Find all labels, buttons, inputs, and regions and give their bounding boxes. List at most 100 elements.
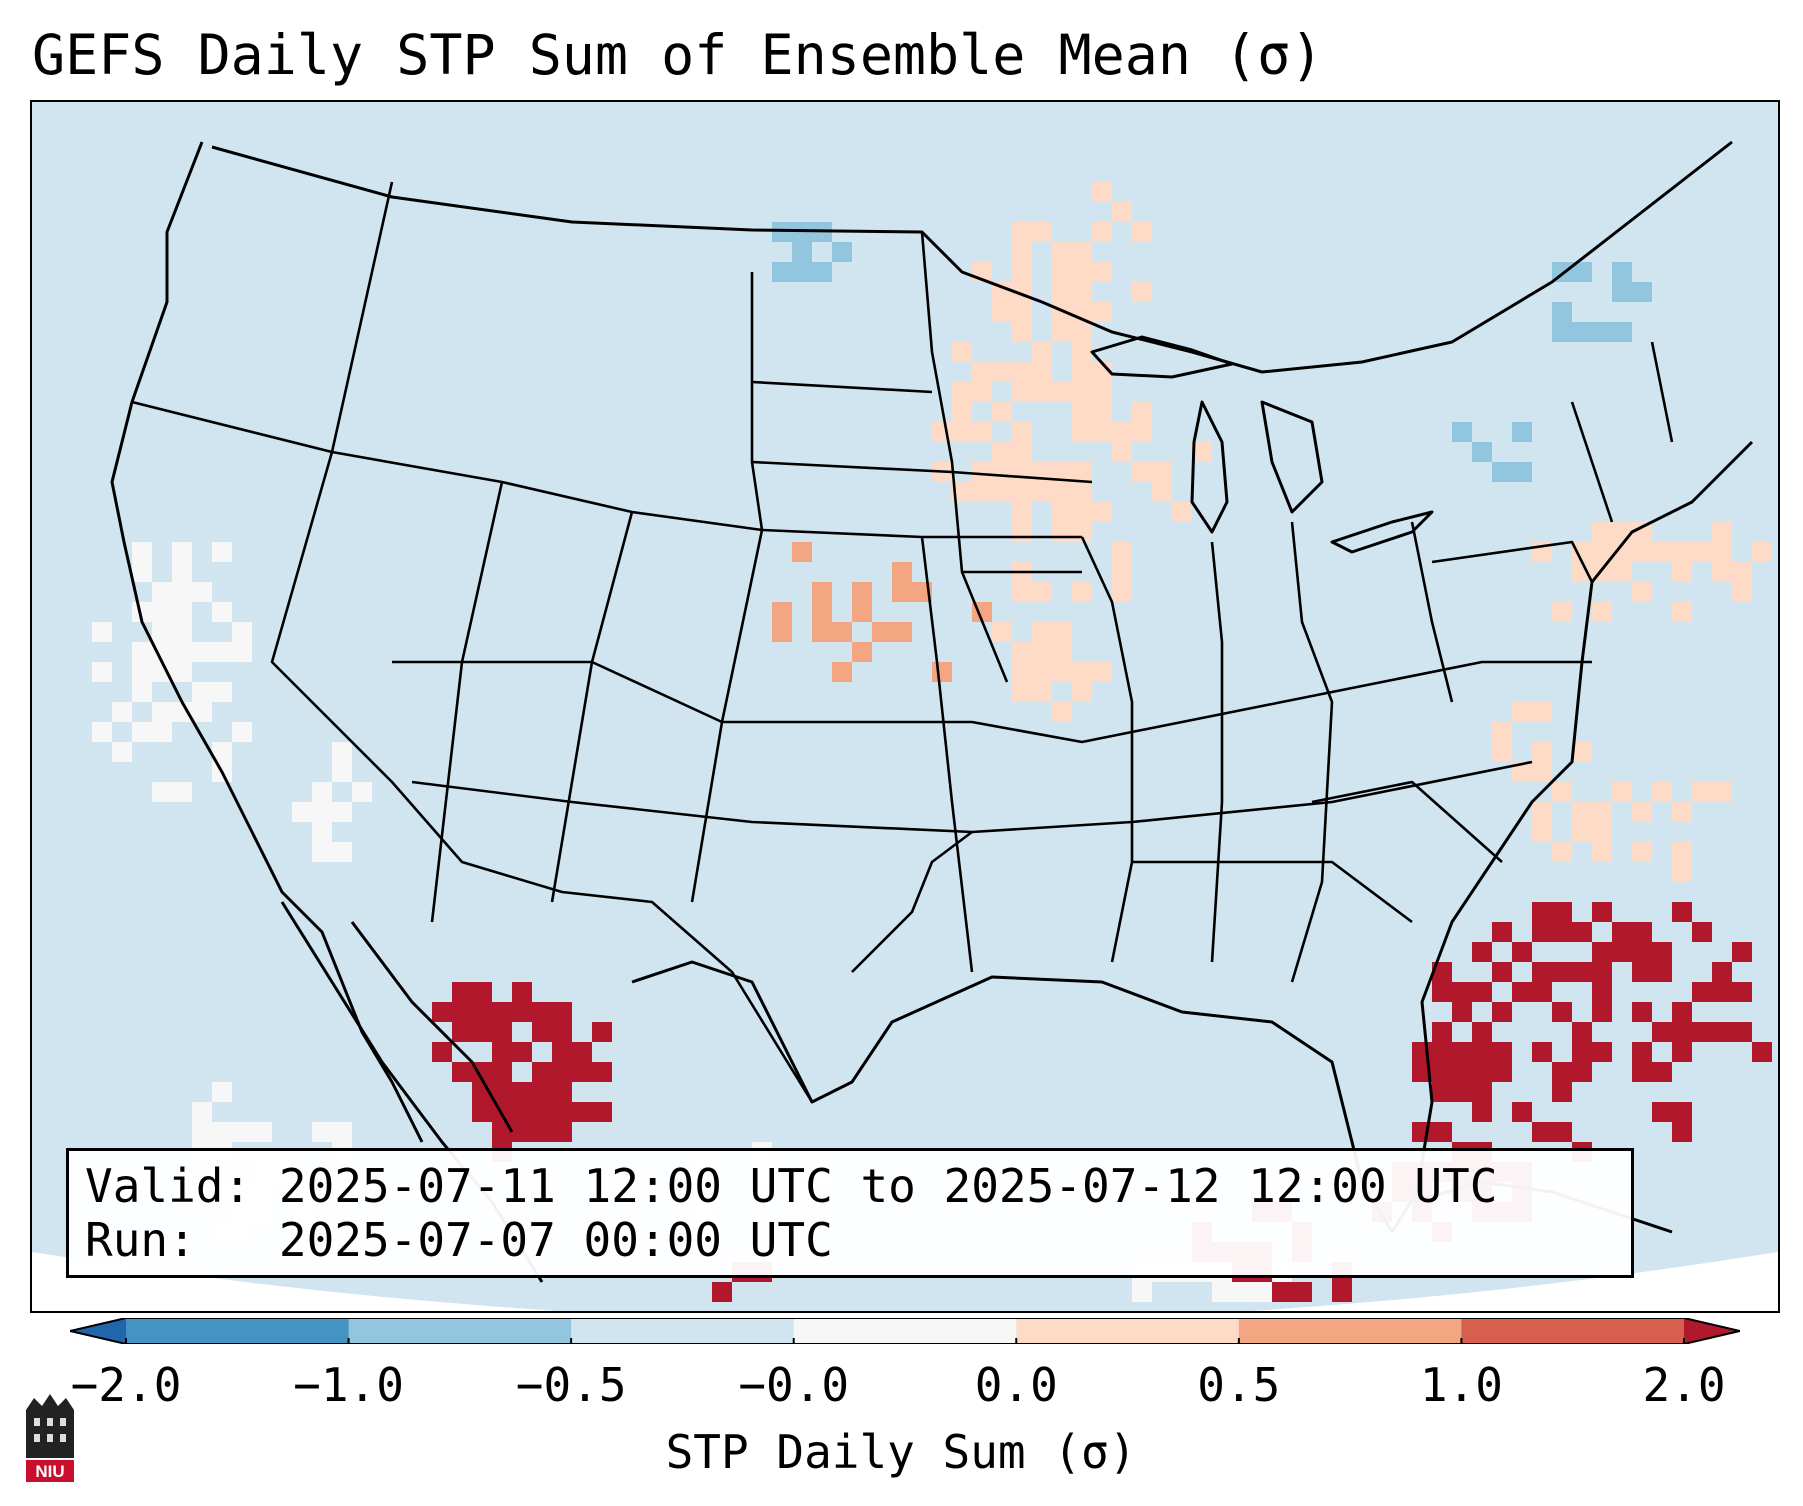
field-cell xyxy=(1552,1122,1572,1142)
field-cell xyxy=(1032,222,1052,242)
field-cell xyxy=(1552,902,1572,922)
field-cell xyxy=(1472,1082,1492,1102)
field-cell xyxy=(1432,1122,1452,1142)
field-cell xyxy=(1052,642,1072,662)
field-cell xyxy=(552,1082,572,1102)
field-cell xyxy=(92,662,112,682)
field-cell xyxy=(472,1002,492,1022)
field-cell xyxy=(992,462,1012,482)
field-cell xyxy=(1552,962,1572,982)
field-cell xyxy=(1432,982,1452,1002)
field-cell xyxy=(1652,1102,1672,1122)
field-cell xyxy=(492,1082,512,1102)
field-cell xyxy=(1632,842,1652,862)
field-cell xyxy=(1012,502,1032,522)
field-cell xyxy=(952,422,972,442)
colorbar-tick-label: 1.0 xyxy=(1419,1358,1503,1412)
field-cell xyxy=(1332,1282,1352,1302)
field-cell xyxy=(232,722,252,742)
field-cell xyxy=(1692,1022,1712,1042)
field-cell xyxy=(792,542,812,562)
field-cell xyxy=(1652,942,1672,962)
lake-huron xyxy=(1260,400,1324,514)
field-cell xyxy=(1572,262,1592,282)
field-cell xyxy=(1712,1022,1732,1042)
field-cell xyxy=(1612,322,1632,342)
field-cell xyxy=(552,1102,572,1122)
colorbar-tick-label: 2.0 xyxy=(1642,1358,1726,1412)
field-cell xyxy=(1072,482,1092,502)
colorbar-tick-label: 0.5 xyxy=(1197,1358,1281,1412)
field-cell xyxy=(1512,982,1532,1002)
field-cell xyxy=(1252,1282,1272,1302)
field-cell xyxy=(1132,462,1152,482)
field-cell xyxy=(1112,542,1132,562)
field-cell xyxy=(1072,662,1092,682)
field-cell xyxy=(1112,562,1132,582)
field-cell xyxy=(1532,902,1552,922)
field-cell xyxy=(1672,562,1692,582)
field-cell xyxy=(992,362,1012,382)
colorbar-tick-label: −0.5 xyxy=(515,1358,627,1412)
us-coastline-west xyxy=(110,141,424,1143)
run-value: 2025-07-07 00:00 UTC xyxy=(278,1213,833,1267)
colorbar-bin xyxy=(126,1318,350,1344)
field-cell xyxy=(132,662,152,682)
field-cell xyxy=(1052,522,1072,542)
map-canvas xyxy=(32,102,1778,1311)
field-cell xyxy=(1572,1062,1592,1082)
field-cell xyxy=(1732,1022,1752,1042)
colorbar-bin xyxy=(793,1318,1017,1344)
state-line xyxy=(1570,401,1614,523)
field-cell xyxy=(952,402,972,422)
field-cell xyxy=(532,1062,552,1082)
colorbar-bin xyxy=(1016,1318,1240,1344)
field-cell xyxy=(172,602,192,622)
field-cell xyxy=(332,842,352,862)
field-cell xyxy=(1632,582,1652,602)
field-cell xyxy=(1432,1062,1452,1082)
field-cell xyxy=(472,1062,492,1082)
field-cell xyxy=(192,642,212,662)
field-cell xyxy=(1552,922,1572,942)
field-cell xyxy=(872,622,892,642)
field-cell xyxy=(112,702,132,722)
field-cell xyxy=(1572,562,1592,582)
field-cell xyxy=(1052,622,1072,642)
field-cell xyxy=(1512,462,1532,482)
field-cell xyxy=(452,982,472,1002)
field-cell xyxy=(1432,1082,1452,1102)
field-cell xyxy=(212,642,232,662)
field-cell xyxy=(1092,222,1112,242)
field-cell xyxy=(532,1082,552,1102)
field-cell xyxy=(852,582,872,602)
field-cell xyxy=(552,1062,572,1082)
field-cell xyxy=(1092,422,1112,442)
field-cell xyxy=(1052,242,1072,262)
state-line xyxy=(1311,780,1503,863)
field-cell xyxy=(1712,522,1732,542)
state-line xyxy=(1080,536,1134,963)
field-cell xyxy=(892,622,912,642)
field-cell xyxy=(1552,1002,1572,1022)
state-line xyxy=(1650,341,1674,443)
field-cell xyxy=(952,482,972,502)
lake-michigan xyxy=(1190,400,1229,534)
colorbar-tick-label: −0.0 xyxy=(738,1358,850,1412)
field-cell xyxy=(152,582,172,602)
field-cell xyxy=(1532,982,1552,1002)
field-cell xyxy=(1552,302,1572,322)
field-cell xyxy=(212,742,232,762)
field-cell xyxy=(1032,622,1052,642)
field-cell xyxy=(332,762,352,782)
field-cell xyxy=(1712,962,1732,982)
state-line xyxy=(270,451,563,894)
field-cell xyxy=(1132,422,1152,442)
field-cell xyxy=(1592,1042,1612,1062)
field-cell xyxy=(92,722,112,742)
field-cell xyxy=(552,1122,572,1142)
field-cell xyxy=(1592,962,1612,982)
field-cell xyxy=(1132,222,1152,242)
field-cell xyxy=(1532,962,1552,982)
field-cell xyxy=(1052,662,1072,682)
